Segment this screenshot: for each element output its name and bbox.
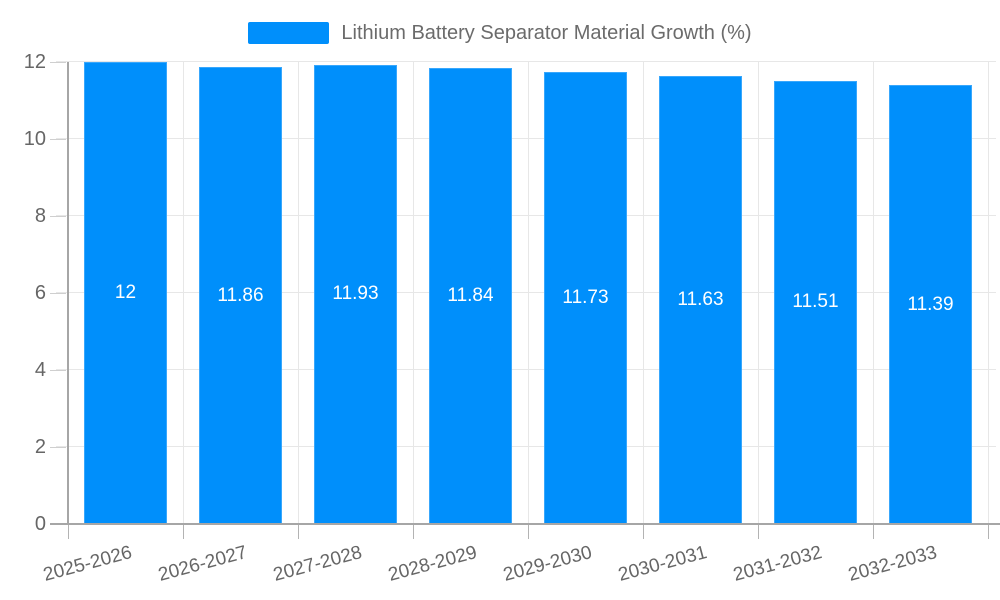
x-axis-category-label: 2028-2029 xyxy=(385,542,479,586)
x-axis-tick xyxy=(183,524,184,539)
y-gridline xyxy=(56,446,996,447)
x-gridline xyxy=(643,62,644,524)
x-axis-category-label: 2025-2026 xyxy=(40,542,134,586)
x-gridline xyxy=(873,62,874,524)
bar-value-label: 11.39 xyxy=(907,293,954,315)
y-axis-tick xyxy=(50,216,66,217)
x-axis-tick xyxy=(413,524,414,539)
y-axis-tick xyxy=(50,293,66,294)
x-axis-category-label: 2026-2027 xyxy=(155,542,249,586)
y-axis-line xyxy=(67,62,69,524)
bar-value-label: 11.84 xyxy=(447,285,494,307)
x-gridline xyxy=(298,62,299,524)
y-gridline xyxy=(56,138,996,139)
x-axis-line xyxy=(50,523,1000,525)
y-axis-tick-label: 6 xyxy=(34,282,46,304)
x-axis-category-label: 2027-2028 xyxy=(270,542,364,586)
legend-series-label: Lithium Battery Separator Material Growt… xyxy=(341,21,752,44)
bar-value-label: 11.63 xyxy=(677,289,724,311)
bar[interactable] xyxy=(199,67,282,524)
x-axis-tick xyxy=(758,524,759,539)
y-gridline xyxy=(56,61,996,62)
legend-item[interactable]: Lithium Battery Separator Material Growt… xyxy=(0,20,1000,46)
x-gridline xyxy=(183,62,184,524)
y-axis-tick xyxy=(50,139,66,140)
legend-marker-icon xyxy=(248,22,330,44)
x-axis-category-label: 2029-2030 xyxy=(500,542,594,586)
y-axis-tick xyxy=(50,447,66,448)
bar-value-label: 12 xyxy=(114,282,137,303)
bar-value-label: 11.93 xyxy=(332,283,379,305)
bar[interactable] xyxy=(429,68,512,524)
bar-value-label: 11.86 xyxy=(217,284,264,306)
y-axis-tick-label: 10 xyxy=(23,128,46,150)
bar[interactable] xyxy=(889,85,972,524)
bar-value-label: 11.51 xyxy=(792,291,839,313)
x-axis-tick xyxy=(643,524,644,539)
x-gridline xyxy=(988,62,989,524)
y-axis-tick-label: 4 xyxy=(34,359,46,381)
y-axis-tick xyxy=(50,370,66,371)
x-axis-category-label: 2030-2031 xyxy=(615,542,709,586)
y-axis-tick-label: 0 xyxy=(34,513,46,535)
x-gridline xyxy=(528,62,529,524)
bar[interactable] xyxy=(659,76,742,524)
x-axis-tick xyxy=(873,524,874,539)
y-gridline xyxy=(56,215,996,216)
x-axis-tick xyxy=(298,524,299,539)
y-axis-tick-label: 12 xyxy=(23,51,46,73)
x-axis-tick xyxy=(68,524,69,539)
x-axis-category-label: 2031-2032 xyxy=(730,542,824,586)
bar-value-label: 11.73 xyxy=(562,287,609,309)
y-axis-tick xyxy=(50,62,66,63)
x-gridline xyxy=(413,62,414,524)
y-axis-tick-label: 8 xyxy=(34,205,46,227)
y-axis-tick-label: 2 xyxy=(34,436,46,458)
bar[interactable] xyxy=(774,80,857,524)
bar[interactable] xyxy=(84,62,167,524)
bar[interactable] xyxy=(544,72,627,524)
x-axis-category-label: 2032-2033 xyxy=(845,542,939,586)
x-axis-tick xyxy=(528,524,529,539)
x-gridline xyxy=(758,62,759,524)
y-gridline xyxy=(56,292,996,293)
bar[interactable] xyxy=(314,64,397,524)
x-axis-tick xyxy=(988,524,989,539)
y-gridline xyxy=(56,369,996,370)
